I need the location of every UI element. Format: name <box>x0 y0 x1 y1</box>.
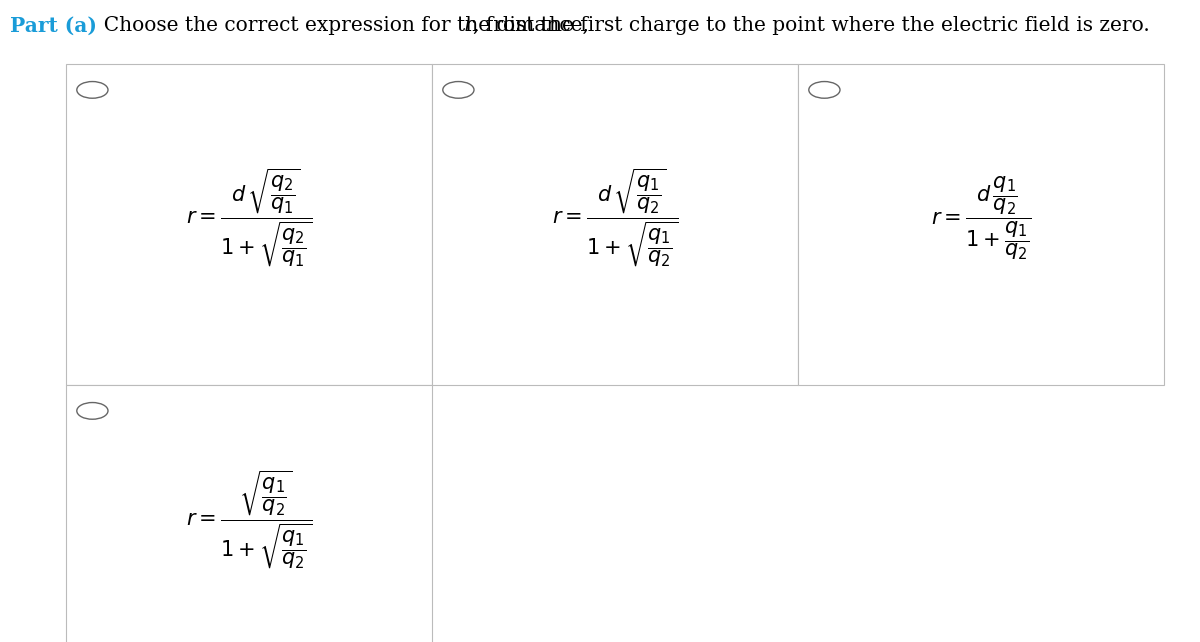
Text: r: r <box>463 16 473 35</box>
Text: $r = \dfrac{\sqrt{\dfrac{q_1}{q_2}}}{1+\sqrt{\dfrac{q_1}{q_2}}}$: $r = \dfrac{\sqrt{\dfrac{q_1}{q_2}}}{1+\… <box>186 469 312 571</box>
Circle shape <box>77 82 108 98</box>
Bar <box>432 64 798 385</box>
Text: $r = \dfrac{d\,\dfrac{q_1}{q_2}}{1+\dfrac{q_1}{q_2}}$: $r = \dfrac{d\,\dfrac{q_1}{q_2}}{1+\dfra… <box>930 175 1032 262</box>
Bar <box>66 64 432 385</box>
Bar <box>798 64 1164 385</box>
Text: $r = \dfrac{d\,\sqrt{\dfrac{q_2}{q_1}}}{1+\sqrt{\dfrac{q_2}{q_1}}}$: $r = \dfrac{d\,\sqrt{\dfrac{q_2}{q_1}}}{… <box>186 167 312 270</box>
Circle shape <box>443 82 474 98</box>
Text: , from the first charge to the point where the electric field is zero.: , from the first charge to the point whe… <box>473 16 1150 35</box>
Text: Choose the correct expression for the distance,: Choose the correct expression for the di… <box>91 16 595 35</box>
Text: $r = \dfrac{d\,\sqrt{\dfrac{q_1}{q_2}}}{1+\sqrt{\dfrac{q_1}{q_2}}}$: $r = \dfrac{d\,\sqrt{\dfrac{q_1}{q_2}}}{… <box>552 167 678 270</box>
Circle shape <box>809 82 840 98</box>
Bar <box>66 385 432 642</box>
Text: Part (a): Part (a) <box>10 16 96 36</box>
Circle shape <box>77 403 108 419</box>
